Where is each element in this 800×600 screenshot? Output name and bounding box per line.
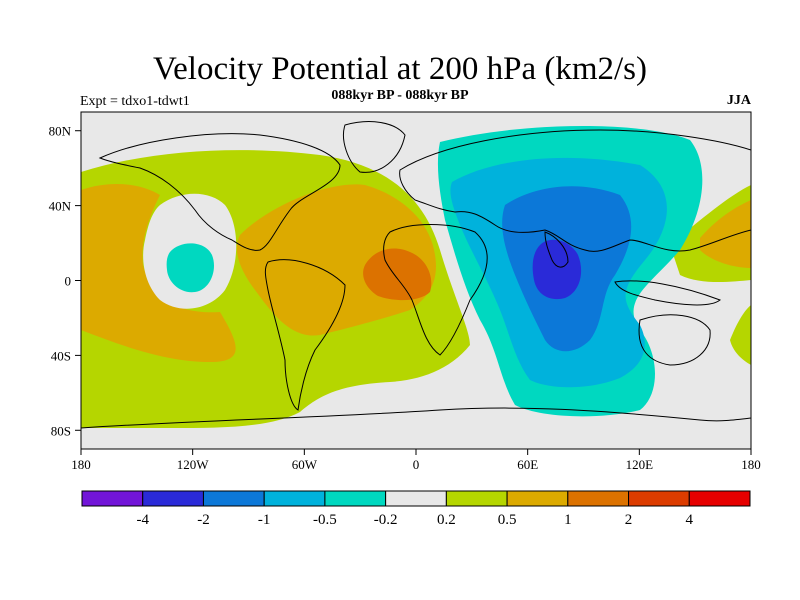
season-label: JJA <box>726 93 751 108</box>
south-america-coast <box>264 259 346 411</box>
colorbar-swatch <box>324 490 387 507</box>
colorbar-label: 0.5 <box>498 512 517 528</box>
x-tick-label: 180 <box>741 457 761 472</box>
australia-coast <box>638 314 711 366</box>
x-tick-label: 60W <box>292 457 318 472</box>
contour-fields <box>81 112 751 449</box>
coastlines <box>81 121 751 429</box>
y-tick-label: 80S <box>51 423 71 438</box>
colorbar-swatch <box>385 490 447 507</box>
greenland-coast <box>343 121 406 173</box>
x-tick-label: 120E <box>626 457 654 472</box>
x-tick-label: 120W <box>177 457 210 472</box>
colorbar-label: -2 <box>197 512 210 528</box>
colorbar-label: 4 <box>686 512 694 528</box>
y-axis-ticks: 80N 40N 0 40S 80S <box>49 124 81 438</box>
positive-core-africa <box>363 248 432 301</box>
colorbar-swatch <box>567 490 630 507</box>
north-america-coast <box>98 133 341 251</box>
y-tick-label: 40S <box>51 348 71 363</box>
negative-core-indian-ocean <box>532 239 582 300</box>
y-tick-label: 0 <box>65 274 72 289</box>
colorbar-swatch <box>142 490 204 507</box>
colorbar-swatch <box>506 490 569 507</box>
antarctica-coast <box>81 407 751 429</box>
africa-coast <box>383 224 488 356</box>
colorbar-swatch <box>445 490 508 507</box>
x-tick-label: 180 <box>71 457 91 472</box>
y-tick-label: 80N <box>49 124 72 139</box>
x-tick-label: 60E <box>517 457 538 472</box>
colorbar-swatch <box>263 490 326 507</box>
indonesia-coast <box>614 280 722 306</box>
colorbar-label: -0.2 <box>374 512 398 528</box>
x-tick-label: 0 <box>413 457 420 472</box>
positive-region-west-inner <box>81 183 236 362</box>
colorbar-swatch <box>81 490 144 507</box>
colorbar-label: -0.5 <box>313 512 337 528</box>
colorbar-label: 2 <box>625 512 633 528</box>
colorbar-label: -4 <box>136 512 149 528</box>
y-tick-label: 40N <box>49 199 72 214</box>
colorbar-swatch <box>202 490 265 507</box>
negative-region-pacific-inner <box>166 243 215 293</box>
colorbar-swatch <box>628 490 690 507</box>
period-subtitle: 088kyr BP - 088kyr BP <box>331 88 469 103</box>
positive-region-southeast-edge <box>730 305 751 365</box>
colorbar-label: 1 <box>564 512 572 528</box>
x-axis-ticks: 180 120W 60W 0 60E 120E 180 <box>71 449 761 472</box>
eurasia-coast <box>399 129 751 252</box>
india-coast <box>544 231 569 268</box>
colorbar-swatch <box>688 490 751 507</box>
map-title: Velocity Potential at 200 hPa (km2/s) <box>152 51 648 87</box>
colorbar-label: -1 <box>258 512 271 528</box>
colorbar: -4 -2 -1 -0.5 -0.2 0.2 0.5 1 2 4 <box>81 490 751 528</box>
positive-region-east-edge-inner <box>700 200 751 268</box>
experiment-label: Expt = tdxo1-tdwt1 <box>80 94 190 109</box>
colorbar-label: 0.2 <box>437 512 456 528</box>
